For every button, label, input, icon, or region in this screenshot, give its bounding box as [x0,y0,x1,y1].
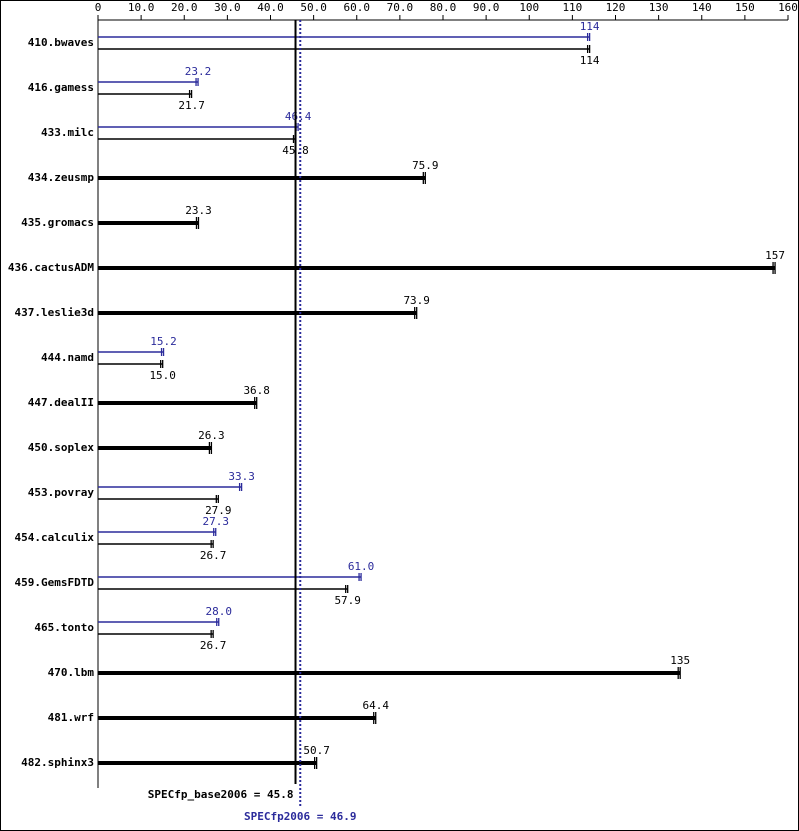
category-label: 416.gamess [28,81,94,94]
x-tick-label: 60.0 [344,1,371,14]
value-label: 46.4 [285,110,312,123]
value-label: 36.8 [243,384,270,397]
x-tick-label: 70.0 [387,1,414,14]
value-label: 135 [670,654,690,667]
category-label: 453.povray [28,486,95,499]
bar [98,360,164,368]
x-tick-label: 100 [519,1,539,14]
bar [98,45,591,53]
value-label: 26.3 [198,429,225,442]
x-tick-label: 120 [606,1,626,14]
value-label: 23.3 [185,204,212,217]
value-label: 64.4 [362,699,389,712]
category-label: 435.gromacs [21,216,94,229]
bar [98,573,362,581]
bar [98,172,426,184]
bar [98,78,199,86]
value-label: 57.9 [334,594,361,607]
bar [98,217,200,229]
category-label: 454.calculix [15,531,95,544]
x-tick-label: 50.0 [300,1,327,14]
bar [98,442,213,454]
category-label: 481.wrf [48,711,94,724]
value-label: 26.7 [200,639,227,652]
bar [98,630,214,638]
category-label: 465.tonto [34,621,94,634]
reference-label: SPECfp2006 = 46.9 [244,810,357,823]
x-tick-label: 0 [95,1,102,14]
bar [98,483,243,491]
bar [98,135,297,143]
bar [98,348,165,356]
x-tick-label: 10.0 [128,1,155,14]
bar [98,33,591,41]
category-label: 437.leslie3d [15,306,94,319]
x-tick-label: 140 [692,1,712,14]
bar [98,528,217,536]
bar [98,90,193,98]
category-label: 482.sphinx3 [21,756,94,769]
value-label: 28.0 [206,605,233,618]
x-tick-label: 40.0 [257,1,284,14]
value-label: 27.3 [202,515,229,528]
x-tick-label: 130 [649,1,669,14]
bar [98,712,377,724]
bar [98,307,418,319]
bar [98,757,318,769]
value-label: 157 [765,249,785,262]
x-tick-label: 20.0 [171,1,198,14]
x-tick-label: 80.0 [430,1,457,14]
value-label: 23.2 [185,65,212,78]
bar [98,540,214,548]
value-label: 27.9 [205,504,232,517]
bar [98,397,258,409]
value-label: 26.7 [200,549,227,562]
bar [98,618,220,626]
category-label: 470.lbm [48,666,95,679]
x-tick-label: 30.0 [214,1,241,14]
reference-label: SPECfp_base2006 = 45.8 [148,788,294,801]
category-label: 436.cactusADM [8,261,94,274]
value-label: 73.9 [403,294,430,307]
value-label: 50.7 [303,744,330,757]
bar [98,262,776,274]
value-label: 114 [580,54,600,67]
x-tick-label: 90.0 [473,1,500,14]
value-label: 15.2 [150,335,177,348]
x-tick-label: 150 [735,1,755,14]
category-label: 444.namd [41,351,94,364]
category-label: 434.zeusmp [28,171,95,184]
value-label: 21.7 [178,99,205,112]
value-label: 75.9 [412,159,439,172]
value-label: 33.3 [228,470,255,483]
bar [98,667,681,679]
bar [98,495,219,503]
value-label: 61.0 [348,560,375,573]
category-label: 447.dealII [28,396,94,409]
category-label: 450.soplex [28,441,95,454]
category-label: 433.milc [41,126,94,139]
bar [98,123,299,131]
bar [98,585,349,593]
value-label: 15.0 [149,369,176,382]
category-label: 459.GemsFDTD [15,576,95,589]
value-label: 114 [580,20,600,33]
x-tick-label: 110 [562,1,582,14]
x-tick-label: 160 [778,1,798,14]
category-label: 410.bwaves [28,36,94,49]
